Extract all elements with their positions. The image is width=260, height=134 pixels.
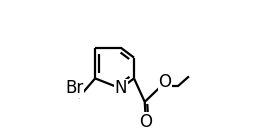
Text: N: N bbox=[114, 79, 127, 97]
Text: O: O bbox=[139, 113, 152, 131]
Text: Br: Br bbox=[65, 79, 83, 97]
Text: O: O bbox=[158, 73, 171, 91]
